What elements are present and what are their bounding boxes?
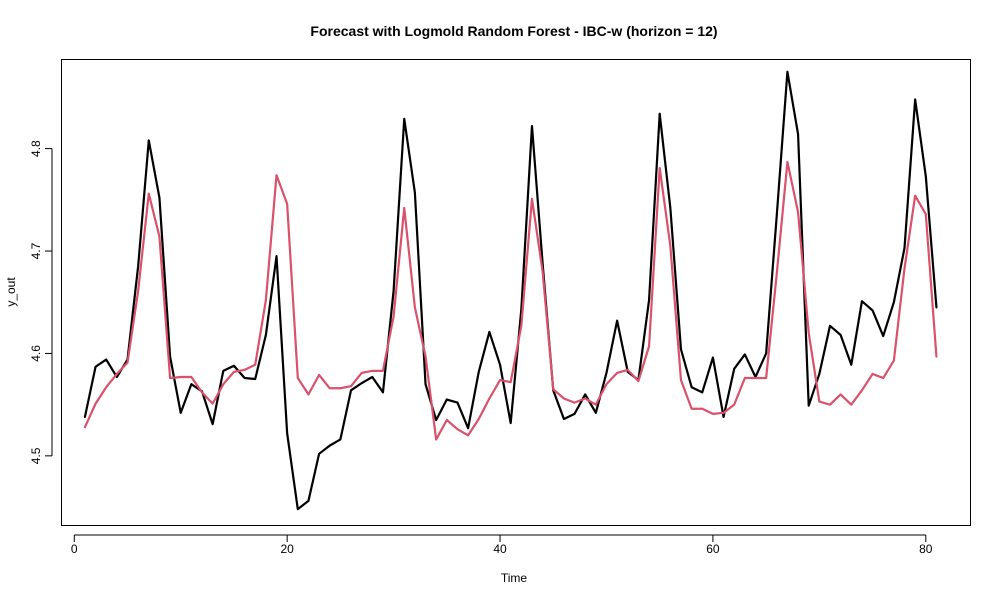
series-layer (83, 70, 938, 511)
x-axis: 0 20 40 60 80 (71, 534, 933, 556)
forecast-series-line (83, 160, 938, 441)
y-tick-label: 4.8 (29, 140, 43, 157)
actual-series-line (83, 70, 938, 511)
x-tick-label: 40 (493, 542, 507, 556)
y-axis-label: y_out (4, 277, 18, 307)
x-tick-label: 60 (706, 542, 720, 556)
y-tick-label: 4.7 (29, 242, 43, 259)
x-tick-label: 0 (71, 542, 78, 556)
y-tick-label: 4.5 (29, 447, 43, 464)
y-tick-label: 4.6 (29, 345, 43, 362)
chart-title: Forecast with Logmold Random Forest - IB… (310, 23, 717, 39)
x-tick-label: 80 (919, 542, 933, 556)
plot-area (61, 59, 971, 526)
x-axis-label: Time (501, 571, 528, 585)
y-axis: 4.5 4.6 4.7 4.8 (29, 140, 53, 464)
x-tick-label: 20 (280, 542, 294, 556)
